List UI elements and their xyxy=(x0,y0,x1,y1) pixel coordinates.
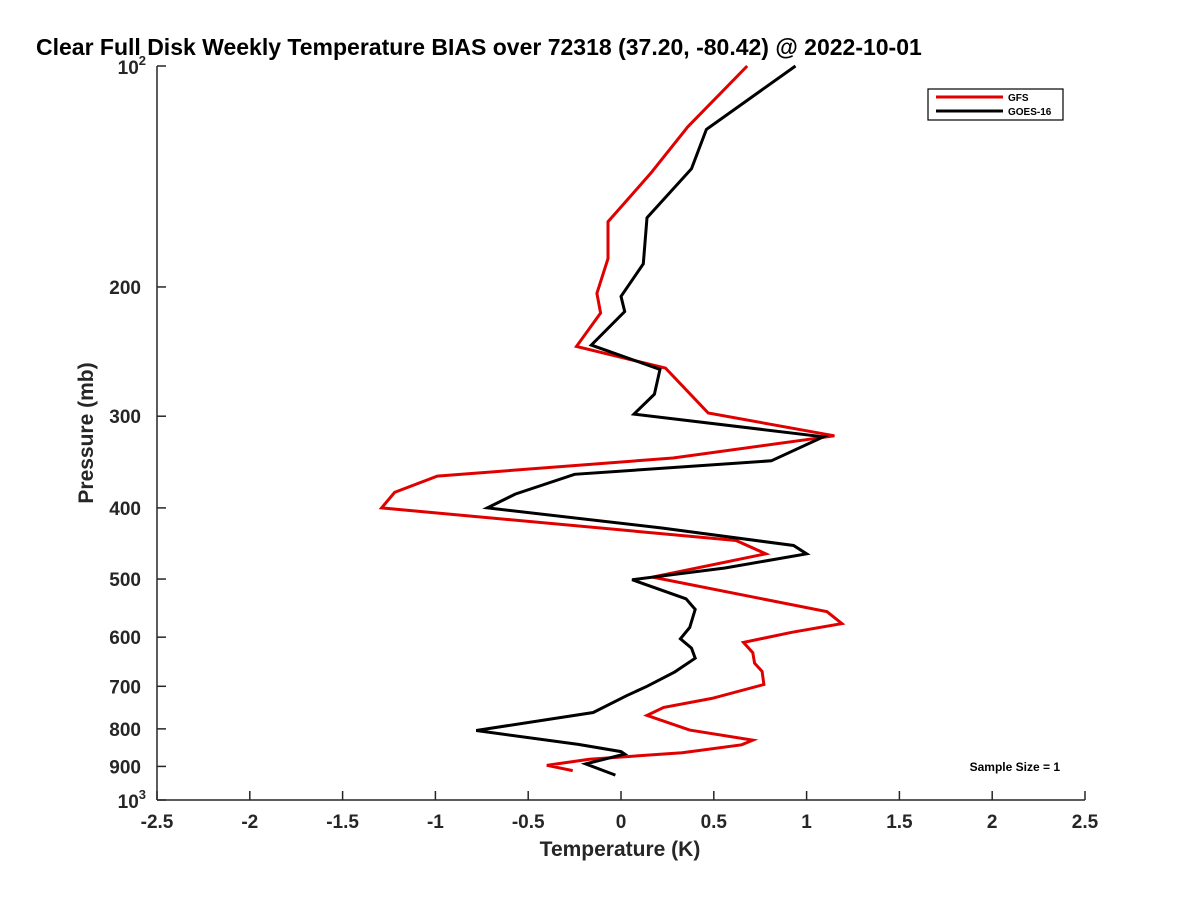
x-ticks: -2.5 -2 -1.5 -1 -0.5 0 0.5 1 1.5 2 2.5 xyxy=(141,791,1099,833)
y-tick-base: 10 xyxy=(118,58,139,79)
x-tick-label: 1 xyxy=(801,812,812,833)
x-tick-label: -2.5 xyxy=(141,812,174,833)
y-tick-label: 300 xyxy=(109,407,141,428)
x-axis-label: Temperature (K) xyxy=(540,838,701,861)
y-tick-label: 102 xyxy=(118,53,146,79)
y-tick-label: 103 xyxy=(118,787,146,813)
x-tick-label: 2 xyxy=(987,812,998,833)
x-tick-label: -1 xyxy=(427,812,444,833)
y-tick-label: 400 xyxy=(109,499,141,520)
x-tick-label: 2.5 xyxy=(1072,812,1099,833)
y-tick-exponent: 3 xyxy=(139,787,146,802)
sample-size-annotation: Sample Size = 1 xyxy=(970,760,1061,774)
y-tick-label: 800 xyxy=(109,720,141,741)
y-axis-label: Pressure (mb) xyxy=(75,362,98,503)
series-line-goes-16 xyxy=(475,64,829,777)
legend: GFS GOES-16 xyxy=(927,88,1064,121)
y-tick-label: 200 xyxy=(109,278,141,299)
y-tick-exponent: 2 xyxy=(139,53,146,68)
y-tick-base: 10 xyxy=(118,792,139,813)
x-tick-label: -0.5 xyxy=(512,812,545,833)
y-tick-label: 500 xyxy=(109,570,141,591)
legend-label: GFS xyxy=(1008,93,1029,104)
legend-box xyxy=(927,88,1064,121)
series-line-gfs xyxy=(378,64,846,773)
chart-title: Clear Full Disk Weekly Temperature BIAS … xyxy=(36,34,922,60)
x-tick-label: 0.5 xyxy=(701,812,728,833)
x-tick-label: -2 xyxy=(241,812,258,833)
x-tick-label: -1.5 xyxy=(326,812,359,833)
y-tick-label: 900 xyxy=(109,757,141,778)
series-layer xyxy=(378,64,846,777)
x-tick-label: 1.5 xyxy=(886,812,913,833)
y-tick-label: 600 xyxy=(109,628,141,649)
x-tick-label: 0 xyxy=(616,812,627,833)
legend-label: GOES-16 xyxy=(1008,107,1052,118)
y-tick-label: 700 xyxy=(109,677,141,698)
